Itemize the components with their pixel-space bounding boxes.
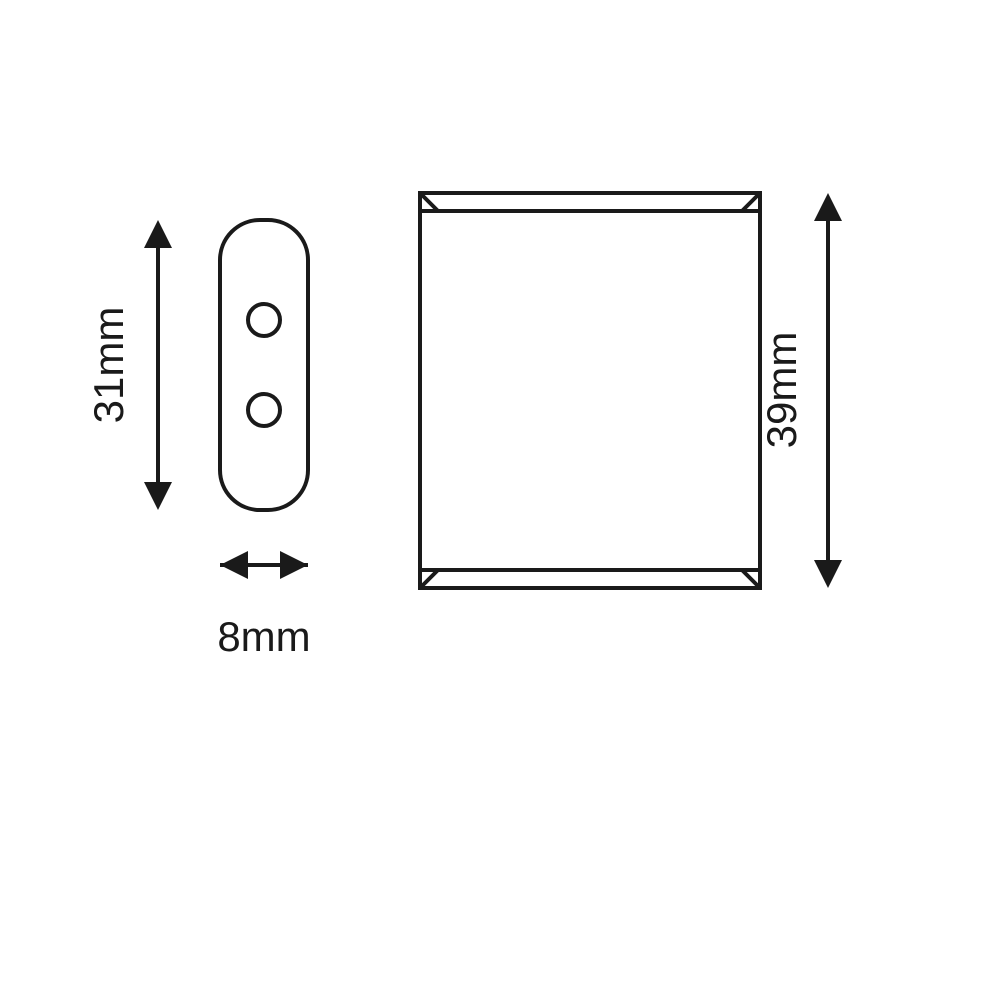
hole-2 bbox=[248, 394, 280, 426]
technical-drawing: 31mm 8mm 39mm bbox=[0, 0, 1001, 1000]
dim-8mm-label: 8mm bbox=[217, 613, 310, 660]
right-part-inner-lines bbox=[420, 193, 760, 588]
hole-1 bbox=[248, 304, 280, 336]
dim-39mm-label: 39mm bbox=[758, 332, 805, 449]
left-part-outline bbox=[220, 220, 308, 510]
dim-31mm-label: 31mm bbox=[85, 307, 132, 424]
right-part-outline bbox=[420, 193, 760, 588]
